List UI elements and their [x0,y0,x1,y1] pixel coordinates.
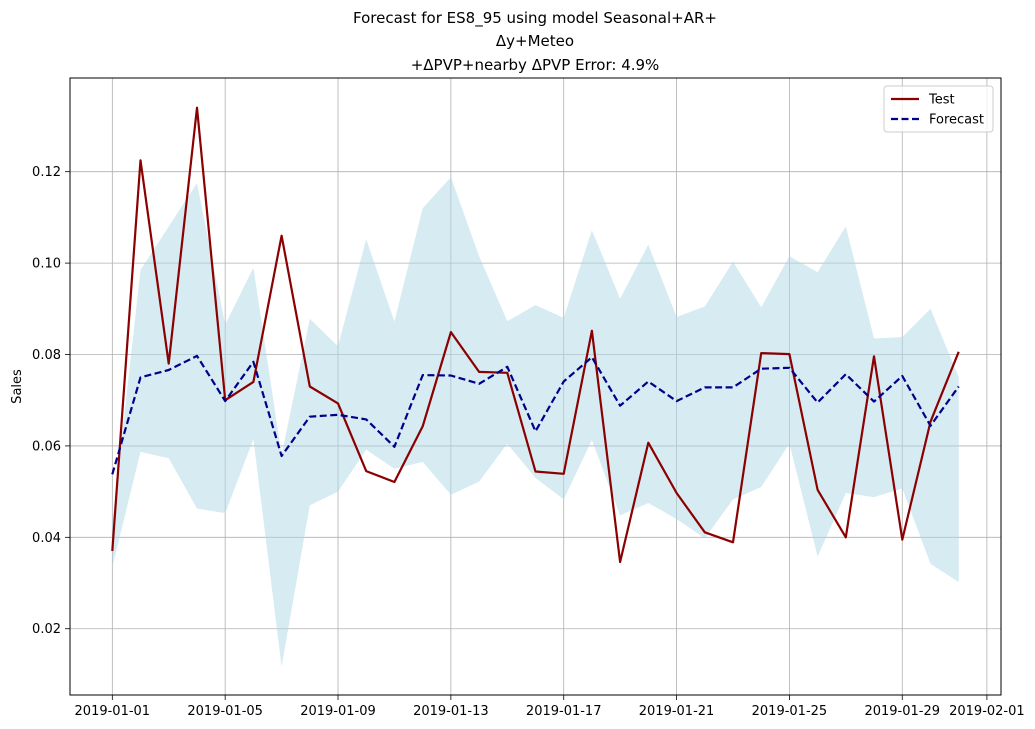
y-tick-label: 0.06 [32,439,61,454]
series-line-test [111,106,960,564]
x-tick-label: 2019-02-01 [949,704,1025,719]
legend-label-test: Test [928,93,955,108]
legend-label-forecast: Forecast [929,113,984,128]
y-axis: 0.02 0.04 0.06 0.08 0.10 0.12 [32,165,70,637]
series-lines [111,106,960,564]
y-tick-label: 0.08 [32,348,61,363]
title-line-1: Forecast for ES8_95 using model Seasonal… [353,9,717,28]
title-line-3: +ΔPVP+nearby ΔPVP Error: 4.9% [411,56,660,74]
y-tick-label: 0.04 [32,531,61,546]
x-tick-label: 2019-01-09 [300,704,376,719]
chart-title: Forecast for ES8_95 using model Seasonal… [353,9,717,74]
plot-frame [69,77,1002,696]
x-tick-label: 2019-01-05 [187,704,263,719]
y-axis-label: Sales [10,369,25,404]
x-tick-label: 2019-01-01 [75,704,151,719]
x-tick-label: 2019-01-13 [413,704,489,719]
legend: Test Forecast [883,85,994,133]
title-line-2: Δy+Meteo [496,32,574,50]
y-tick-label: 0.02 [32,622,61,637]
forecast-interval-band [112,177,959,667]
x-tick-label: 2019-01-25 [752,704,828,719]
legend-box [883,85,994,133]
x-tick-label: 2019-01-29 [864,704,940,719]
y-tick-label: 0.10 [32,257,61,272]
x-axis: 2019-01-01 2019-01-05 2019-01-09 2019-01-13… [75,695,1025,719]
series-line-forecast [111,354,960,475]
confidence-band [112,177,959,667]
x-tick-label: 2019-01-21 [639,704,715,719]
y-tick-label: 0.12 [32,165,61,180]
x-tick-label: 2019-01-17 [526,704,602,719]
